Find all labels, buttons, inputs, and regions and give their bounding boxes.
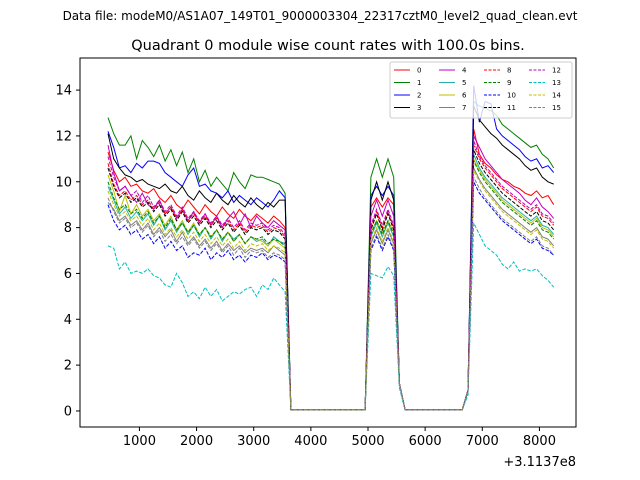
y-tick-label-0: 0: [64, 404, 72, 419]
y-tick-label-8: 8: [64, 221, 72, 236]
legend-label-2: 2: [417, 92, 421, 100]
series-line-10: [107, 181, 555, 411]
x-tick-label-7000: 7000: [466, 434, 499, 449]
y-tick-label-2: 2: [64, 359, 72, 374]
legend-label-11: 11: [507, 104, 516, 112]
y-tick-label-14: 14: [55, 84, 72, 99]
x-tick-label-4000: 4000: [294, 434, 327, 449]
x-tick-label-2000: 2000: [180, 434, 213, 449]
axes-frame: [79, 57, 577, 428]
legend-label-5: 5: [462, 79, 466, 87]
legend-box: [389, 61, 573, 119]
chart-title: Quadrant 0 module wise count rates with …: [131, 38, 525, 54]
x-tick-label-3000: 3000: [237, 434, 270, 449]
legend-label-14: 14: [552, 92, 561, 100]
y-tick-label-12: 12: [55, 129, 72, 144]
legend-label-10: 10: [507, 92, 516, 100]
x-tick-label-8000: 8000: [523, 434, 556, 449]
series-line-14: [107, 170, 555, 411]
chart-suptitle: Data file: modeM0/AS1A07_149T01_90000033…: [63, 9, 578, 23]
series-line-13: [107, 222, 555, 411]
legend-label-15: 15: [552, 104, 561, 112]
legend-label-13: 13: [552, 79, 561, 87]
legend-label-12: 12: [552, 67, 561, 75]
x-offset-label: +3.1137e8: [503, 455, 576, 470]
plot-area: 1000 2000 3000 4000 5000 6000 7000 800002468101…: [55, 57, 577, 449]
legend-label-1: 1: [417, 79, 421, 87]
legend-label-7: 7: [462, 104, 466, 112]
x-tick-label-5000: 5000: [351, 434, 384, 449]
legend-label-8: 8: [507, 67, 511, 75]
legend-label-9: 9: [507, 79, 511, 87]
y-tick-label-6: 6: [64, 267, 72, 282]
x-tick-label-1000: 1000: [123, 434, 156, 449]
legend-label-4: 4: [462, 67, 467, 75]
legend-label-6: 6: [462, 92, 467, 100]
legend-label-3: 3: [417, 104, 421, 112]
legend-label-0: 0: [417, 67, 421, 75]
x-tick-label-6000: 6000: [409, 434, 442, 449]
y-tick-label-4: 4: [64, 313, 72, 328]
y-tick-label-10: 10: [55, 175, 72, 190]
